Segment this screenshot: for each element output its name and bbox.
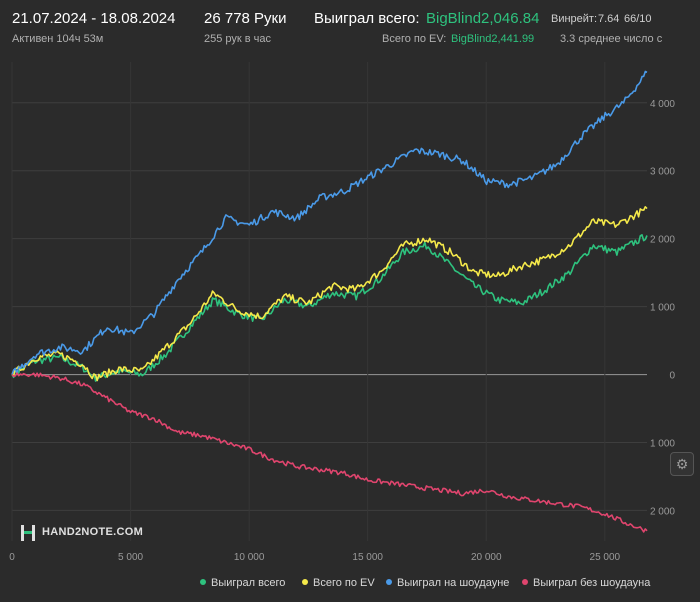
legend-label: Всего по EV	[313, 577, 375, 589]
y-tick-label: 0	[669, 371, 675, 382]
y-tick-label: 1 000	[650, 438, 675, 449]
x-axis-ticks: 0 5 000 10 000 15 000 20 000 25 000	[9, 552, 620, 563]
y-tick-label: 3 000	[650, 167, 675, 178]
legend-dot-icon	[386, 579, 392, 585]
series-line	[11, 372, 648, 533]
profit-chart: 4 000 3 000 2 000 1 000 0 1 000 2 000 0 5 000 10…	[9, 62, 675, 563]
x-tick-label: 25 000	[590, 552, 621, 563]
legend-dot-icon	[302, 579, 308, 585]
legend-item[interactable]: Выиграл всего	[200, 577, 285, 595]
legend-item[interactable]: Выиграл на шоудауне	[386, 577, 509, 595]
hands-per-hour: 255 рук в час	[204, 33, 272, 45]
legend-dot-icon	[522, 579, 528, 585]
ev-total-label: Всего по EV:	[382, 33, 447, 45]
series-line	[11, 206, 648, 382]
x-tick-label: 10 000	[234, 552, 265, 563]
y-tick-label: 1 000	[650, 303, 675, 314]
x-tick-label: 15 000	[352, 552, 383, 563]
y-tick-label: 2 000	[650, 235, 675, 246]
stats-header: 21.07.2024 - 18.08.2024 Активен 104ч 53м…	[0, 0, 700, 52]
chart-series	[11, 70, 648, 533]
legend-dot-icon	[200, 579, 206, 585]
logo-text: HAND2NOTE.COM	[42, 526, 144, 538]
legend-item[interactable]: Всего по EV	[302, 577, 375, 595]
winrate-value: 7.64	[598, 13, 620, 25]
gear-icon: ⚙	[675, 456, 689, 472]
settings-button[interactable]: ⚙	[670, 452, 694, 476]
x-tick-label: 5 000	[118, 552, 143, 563]
x-tick-label: 20 000	[471, 552, 502, 563]
y-axis-ticks: 4 000 3 000 2 000 1 000 0 1 000 2 000	[650, 99, 675, 518]
legend-label: Выиграл на шоудауне	[397, 577, 510, 589]
hand2note-logo-icon	[21, 525, 35, 541]
winrate-extra: 66/10	[624, 13, 652, 25]
active-time: Активен 104ч 53м	[12, 33, 104, 45]
won-total-label: Выиграл всего:	[314, 10, 420, 27]
avg-line: 3.3 среднее число с	[560, 33, 663, 45]
hands-count: 26 778 Руки	[204, 10, 287, 27]
winrate-label: Винрейт:	[551, 13, 598, 25]
chart-grid	[11, 62, 647, 541]
date-range: 21.07.2024 - 18.08.2024	[12, 10, 176, 27]
series-line	[11, 70, 648, 375]
x-tick-label: 0	[9, 552, 15, 563]
legend-label: Выиграл без шоудауна	[533, 577, 651, 589]
ev-total-value: BigBlind2,441.99	[451, 33, 535, 45]
y-tick-label: 2 000	[650, 506, 675, 517]
y-tick-label: 4 000	[650, 99, 675, 110]
series-line	[11, 234, 648, 382]
won-total-value: BigBlind2,046.84	[426, 10, 540, 27]
legend-item[interactable]: Выиграл без шоудауна	[522, 577, 650, 595]
legend-label: Выиграл всего	[211, 577, 286, 589]
